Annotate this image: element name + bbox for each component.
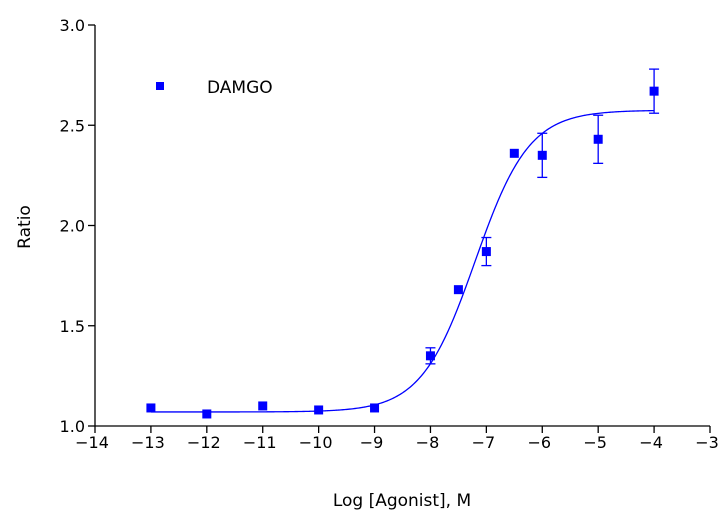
x-tick-label: −12	[187, 433, 221, 452]
y-tick-label: 1.0	[60, 417, 85, 436]
x-tick-label: −14	[75, 433, 109, 452]
data-point	[481, 247, 491, 257]
y-tick-label: 2.5	[60, 116, 85, 135]
y-axis-title: Ratio	[15, 205, 35, 249]
legend-marker	[156, 82, 164, 90]
data-points	[146, 86, 659, 419]
x-tick-label: −11	[243, 433, 277, 452]
x-tick-label: −3	[695, 433, 719, 452]
x-tick-label: −6	[527, 433, 551, 452]
data-point	[537, 150, 547, 160]
x-ticks: −14 −13 −12 −11 −10 −9 −8 −7 −6 −5 −4 −3	[75, 426, 719, 452]
legend: DAMGO	[156, 78, 273, 98]
data-point	[453, 285, 463, 295]
data-point	[258, 401, 268, 411]
data-point	[146, 403, 156, 413]
data-point	[425, 351, 435, 361]
legend-label: DAMGO	[207, 78, 273, 98]
fit-curve	[150, 109, 655, 413]
y-ticks: 1.0 1.5 2.0 2.5 3.0	[60, 16, 95, 436]
data-point	[202, 409, 212, 419]
data-point	[593, 134, 603, 144]
data-point	[314, 405, 324, 415]
data-point	[649, 86, 659, 96]
x-tick-label: −8	[416, 433, 440, 452]
x-tick-label: −7	[472, 433, 496, 452]
x-tick-label: −4	[639, 433, 663, 452]
x-tick-label: −13	[131, 433, 165, 452]
data-point	[370, 403, 380, 413]
x-tick-label: −9	[360, 433, 384, 452]
data-point	[509, 148, 519, 158]
axes	[94, 25, 710, 427]
y-tick-label: 3.0	[60, 16, 85, 35]
y-tick-label: 1.5	[60, 317, 85, 336]
y-tick-label: 2.0	[60, 217, 85, 236]
x-tick-label: −10	[299, 433, 333, 452]
x-axis-title: Log [Agonist], M	[333, 491, 471, 511]
error-bars	[425, 68, 660, 365]
x-tick-label: −5	[583, 433, 607, 452]
